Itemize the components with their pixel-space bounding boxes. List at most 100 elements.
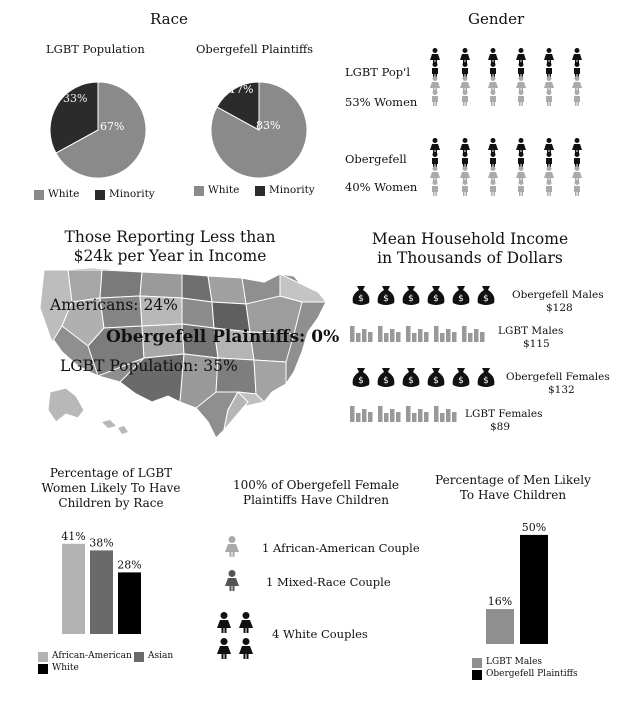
pie1-slice-minority	[49, 81, 99, 154]
bill-stack-icon	[406, 326, 411, 342]
svg-text:$: $	[458, 376, 464, 386]
man-icon	[574, 180, 580, 196]
legend-white-label-2: White	[208, 184, 240, 196]
woman-icon	[460, 138, 470, 154]
legend-white-bar-swatch	[38, 664, 48, 674]
woman-icon	[488, 166, 498, 182]
bill-stack-icon	[440, 413, 445, 422]
bill-stack-icon	[396, 332, 401, 342]
pie2-white-label: 83%	[256, 119, 281, 132]
svg-text:$: $	[383, 294, 389, 304]
bill-stack-icon	[356, 333, 361, 342]
children-race-title-3: Children by Race	[58, 496, 164, 510]
bar-asian	[90, 550, 113, 634]
woman-icon	[430, 166, 440, 182]
lgbt-stat: LGBT Population: 35%	[60, 357, 238, 375]
bill-stack-icon	[412, 333, 417, 342]
woman-icon	[544, 76, 554, 92]
legend-aa-label: African-American	[52, 651, 132, 661]
pie1-title: LGBT Population	[46, 42, 145, 56]
bill-stack-icon	[434, 406, 439, 422]
men-children-title-1: Percentage of Men Likely	[435, 473, 591, 487]
woman-icon	[460, 76, 470, 92]
gender-group2-caption: 40% Women	[345, 180, 418, 194]
pie2-minority-label: 17%	[229, 83, 254, 96]
household-title-1: Mean Household Income	[371, 230, 569, 248]
gender-group1-caption: 53% Women	[345, 95, 418, 109]
legend-white-bar-label: White	[52, 663, 79, 673]
woman-icon	[572, 48, 582, 64]
woman-icon	[430, 48, 440, 64]
woman-icon	[460, 48, 470, 64]
bar-chart-children-by-race: 41% 38% 28%	[61, 530, 142, 634]
money-bag-icon: $	[452, 368, 470, 387]
bill-stack-icon	[462, 326, 467, 342]
household-title-2: in Thousands of Dollars	[377, 249, 563, 267]
pie-chart-obergefell-plaintiffs	[210, 81, 308, 179]
woman-icon	[516, 166, 526, 182]
woman-icon	[544, 166, 554, 182]
row1-label: Obergefell Males	[512, 289, 604, 301]
money-bag-icon: $	[377, 286, 395, 305]
bill-stack-icon	[384, 333, 389, 342]
bill-stack-icon	[446, 329, 451, 342]
row4-label: LGBT Females	[465, 408, 543, 420]
man-icon	[490, 90, 496, 106]
bill-stack-icon	[412, 413, 417, 422]
legend-asian-label: Asian	[148, 651, 174, 661]
legend-minority-label-2: Minority	[269, 184, 315, 196]
money-bag-icon: $	[352, 286, 370, 305]
white-couple-icon	[239, 638, 253, 659]
man-icon	[462, 152, 468, 168]
children-race-title-2: Women Likely To Have	[41, 481, 181, 495]
money-bag-icon: $	[402, 368, 420, 387]
bill-stack-icon	[384, 413, 389, 422]
man-icon	[490, 62, 496, 78]
bill-stack-icon	[406, 406, 411, 422]
woman-icon	[544, 138, 554, 154]
race-heading: Race	[150, 10, 188, 28]
white-couple-icon	[217, 612, 231, 633]
svg-text:$: $	[433, 376, 439, 386]
bill-stack-icon	[474, 329, 479, 342]
legend-white-label: White	[48, 188, 80, 200]
couple-item-1: 1 African-American Couple	[262, 541, 420, 555]
bar-lgbt-males	[486, 609, 514, 644]
woman-icon	[488, 138, 498, 154]
bill-stack-icon	[418, 409, 423, 422]
gender-group1-label: LGBT Pop'l	[345, 65, 410, 79]
woman-icon	[488, 76, 498, 92]
man-icon	[432, 62, 438, 78]
bill-stack-icon	[368, 332, 373, 342]
bill-stack-icon	[396, 412, 401, 422]
money-bag-icon: $	[352, 368, 370, 387]
gender-figure-grid	[430, 48, 582, 196]
pie-chart-lgbt-population	[49, 81, 147, 179]
man-icon	[574, 62, 580, 78]
pie2-slice-minority	[216, 81, 260, 131]
svg-text:$: $	[483, 294, 489, 304]
gender-heading: Gender	[468, 10, 525, 28]
income-low-title-2: $24k per Year in Income	[73, 247, 267, 265]
bill-stack-icon	[390, 329, 395, 342]
obergefell-stat: Obergefell Plaintiffs: 0%	[106, 327, 340, 347]
man-icon	[490, 152, 496, 168]
woman-icon	[430, 138, 440, 154]
svg-text:$: $	[383, 376, 389, 386]
svg-text:$: $	[458, 294, 464, 304]
man-icon	[432, 152, 438, 168]
pie1-white-label: 67%	[100, 120, 125, 133]
money-bag-icon: $	[477, 286, 495, 305]
legend-minority-swatch	[95, 190, 105, 200]
money-bag-icon: $	[377, 368, 395, 387]
bill-stack-icon	[418, 329, 423, 342]
couple-item-2: 1 Mixed-Race Couple	[266, 575, 391, 589]
man-icon	[574, 90, 580, 106]
bill-stack-icon	[378, 326, 383, 342]
legend-lgbt-males-swatch	[472, 658, 482, 668]
man-icon	[546, 62, 552, 78]
svg-text:$: $	[483, 376, 489, 386]
svg-text:$: $	[408, 376, 414, 386]
legend-lgbt-males-label: LGBT Males	[486, 657, 543, 667]
bill-stack-icon	[350, 326, 355, 342]
